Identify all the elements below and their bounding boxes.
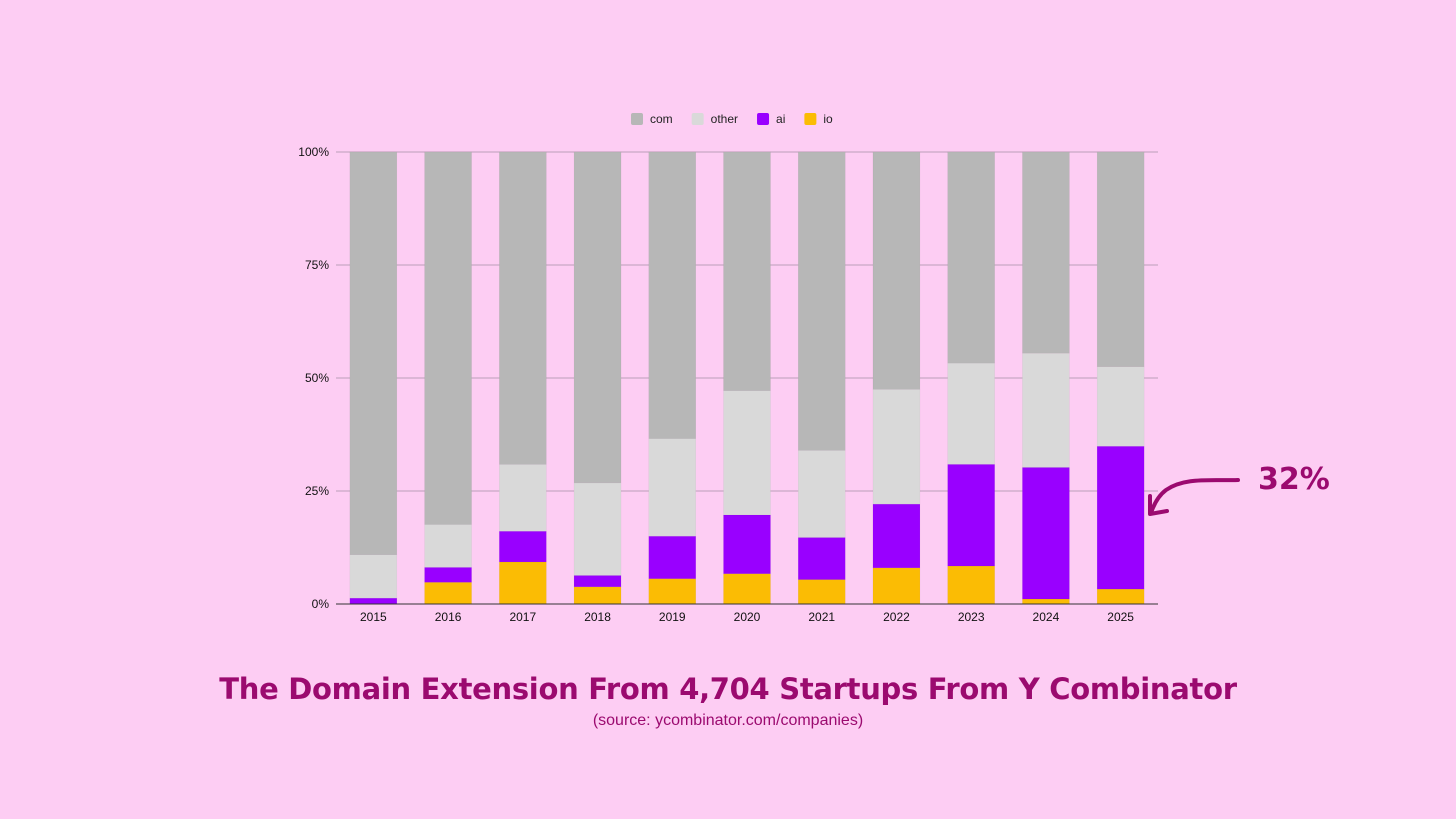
bar-segment-other-2018 — [573, 482, 622, 576]
x-tick-label: 2018 — [584, 610, 611, 624]
annotation: 32% — [1148, 462, 1330, 516]
legend-swatch-io — [804, 113, 817, 125]
x-tick-label: 2023 — [958, 610, 985, 624]
bar-segment-other-2019 — [648, 438, 697, 537]
chart-title: The Domain Extension From 4,704 Startups… — [219, 672, 1237, 706]
y-tick-label: 75% — [305, 258, 329, 272]
bar-segment-io-2016 — [424, 582, 472, 605]
bar-segment-other-2022 — [872, 389, 921, 505]
legend-swatch-com — [631, 113, 643, 125]
bar-segment-ai-2018 — [573, 575, 622, 588]
bar-segment-other-2025 — [1096, 366, 1145, 447]
bar-segment-other-2017 — [499, 464, 547, 532]
legend-label-io: io — [823, 112, 833, 126]
bar-segment-other-2015 — [349, 554, 398, 599]
bar-segment-io-2017 — [499, 561, 547, 605]
bar-segment-com-2019 — [648, 151, 697, 439]
legend-swatch-other — [691, 113, 704, 125]
bar-segment-other-2024 — [1022, 352, 1070, 468]
bar-segment-ai-2016 — [424, 567, 472, 583]
bar-segment-com-2016 — [424, 151, 472, 525]
bar-segment-other-2021 — [797, 450, 846, 538]
x-tick-label: 2024 — [1033, 610, 1060, 624]
annotation-arrowhead — [1148, 494, 1169, 516]
bar-segment-io-2018 — [573, 586, 622, 605]
x-tick-label: 2025 — [1107, 610, 1134, 624]
bar-segment-ai-2025 — [1096, 446, 1145, 590]
y-tick-label: 0% — [312, 597, 330, 611]
bar-segment-ai-2021 — [797, 537, 846, 580]
bar-segment-com-2018 — [573, 151, 622, 484]
bar-segment-other-2016 — [424, 524, 472, 568]
bar-segment-com-2021 — [797, 151, 846, 451]
x-tick-label: 2016 — [435, 610, 462, 624]
bars — [349, 151, 1145, 605]
x-axis-ticks: 2015 2016 2017 2018 2019 2020 2021 2022 2023 2024… — [360, 610, 1134, 624]
bar-segment-io-2024 — [1022, 598, 1070, 605]
bar-segment-com-2024 — [1022, 151, 1070, 354]
bar-segment-io-2023 — [947, 565, 995, 605]
x-tick-label: 2020 — [734, 610, 761, 624]
x-tick-label: 2015 — [360, 610, 387, 624]
x-tick-label: 2022 — [883, 610, 910, 624]
bar-segment-com-2020 — [723, 151, 771, 391]
y-axis-ticks: 0% 25% 50% 75% 100% — [298, 145, 329, 611]
y-tick-label: 100% — [298, 145, 329, 159]
bar-segment-io-2021 — [797, 579, 846, 605]
legend-label-com: com — [650, 112, 673, 126]
bar-segment-other-2020 — [723, 390, 771, 516]
x-tick-label: 2021 — [808, 610, 835, 624]
y-tick-label: 50% — [305, 371, 329, 385]
x-tick-label: 2019 — [659, 610, 686, 624]
y-tick-label: 25% — [305, 484, 329, 498]
bar-segment-com-2017 — [499, 151, 547, 465]
legend-swatch-ai — [757, 113, 770, 125]
bar-segment-io-2025 — [1096, 588, 1145, 605]
bar-segment-io-2020 — [723, 573, 771, 605]
bar-segment-io-2019 — [648, 578, 697, 605]
bar-segment-other-2023 — [947, 362, 995, 465]
bar-segment-ai-2022 — [872, 503, 921, 569]
annotation-label: 32% — [1258, 462, 1330, 497]
bar-segment-ai-2019 — [648, 535, 697, 579]
bar-segment-ai-2020 — [723, 514, 771, 574]
bar-segment-com-2025 — [1096, 151, 1145, 367]
bar-segment-com-2023 — [947, 151, 995, 364]
legend-label-other: other — [711, 112, 738, 126]
bar-segment-com-2015 — [349, 151, 398, 555]
bar-segment-ai-2023 — [947, 464, 995, 567]
bar-segment-ai-2017 — [499, 530, 547, 563]
bar-segment-io-2022 — [872, 567, 921, 605]
legend-label-ai: ai — [776, 112, 785, 126]
bar-segment-com-2022 — [872, 151, 921, 390]
legend: com other ai io — [631, 112, 833, 126]
chart-subtitle: (source: ycombinator.com/companies) — [592, 712, 864, 729]
bar-segment-ai-2015 — [349, 597, 398, 605]
annotation-arrow — [1149, 478, 1240, 515]
x-tick-label: 2017 — [509, 610, 536, 624]
bar-segment-ai-2024 — [1022, 467, 1070, 600]
